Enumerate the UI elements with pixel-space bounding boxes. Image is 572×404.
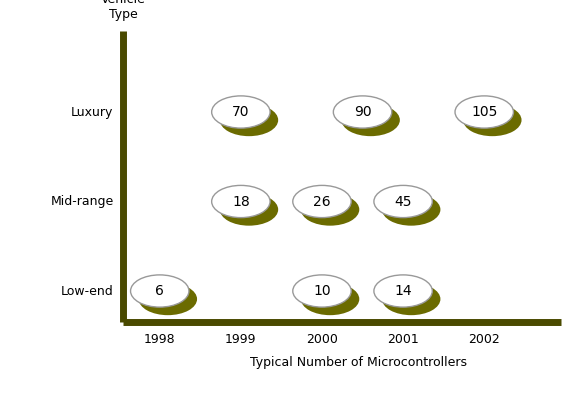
Ellipse shape	[301, 283, 359, 315]
Text: 90: 90	[353, 105, 371, 119]
Text: Mid-range: Mid-range	[50, 195, 113, 208]
Ellipse shape	[382, 194, 440, 226]
Text: 14: 14	[394, 284, 412, 298]
Ellipse shape	[463, 104, 522, 136]
Text: Low-end: Low-end	[61, 284, 113, 297]
Text: 2001: 2001	[387, 333, 419, 346]
Text: 45: 45	[394, 194, 412, 208]
Ellipse shape	[293, 185, 351, 218]
Ellipse shape	[220, 104, 278, 136]
Ellipse shape	[138, 283, 197, 315]
Ellipse shape	[333, 96, 392, 128]
Text: 2002: 2002	[468, 333, 500, 346]
Text: 26: 26	[313, 194, 331, 208]
Text: 70: 70	[232, 105, 249, 119]
Text: Vehicle
Type: Vehicle Type	[101, 0, 146, 21]
Text: 1998: 1998	[144, 333, 176, 346]
Text: 105: 105	[471, 105, 498, 119]
Ellipse shape	[455, 96, 514, 128]
Text: Typical Number of Microcontrollers: Typical Number of Microcontrollers	[250, 356, 467, 369]
Ellipse shape	[382, 283, 440, 315]
Text: 2000: 2000	[306, 333, 338, 346]
Text: 6: 6	[156, 284, 164, 298]
Ellipse shape	[212, 96, 270, 128]
Ellipse shape	[374, 185, 432, 218]
Text: 10: 10	[313, 284, 331, 298]
Ellipse shape	[341, 104, 400, 136]
Text: Luxury: Luxury	[71, 105, 113, 118]
Text: 1999: 1999	[225, 333, 257, 346]
Ellipse shape	[301, 194, 359, 226]
Text: 18: 18	[232, 194, 250, 208]
Ellipse shape	[212, 185, 270, 218]
Ellipse shape	[293, 275, 351, 307]
Ellipse shape	[220, 194, 278, 226]
Ellipse shape	[374, 275, 432, 307]
Ellipse shape	[130, 275, 189, 307]
